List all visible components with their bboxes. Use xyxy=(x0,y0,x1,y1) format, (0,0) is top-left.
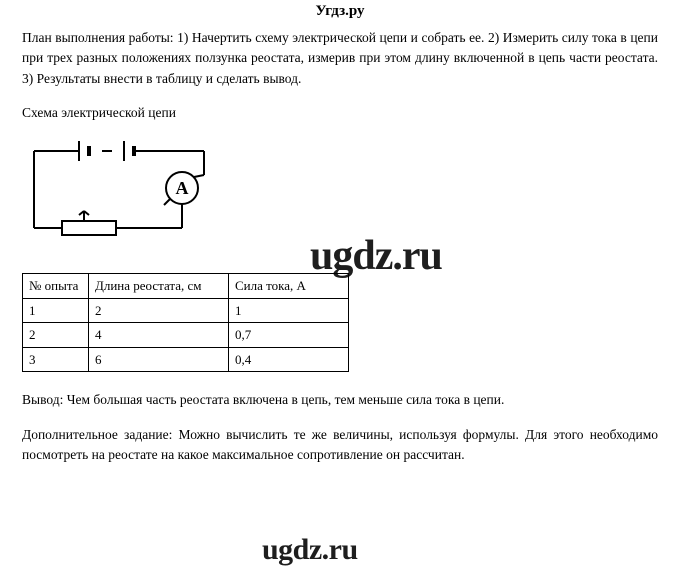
results-table: № опыта Длина реостата, см Сила тока, А … xyxy=(22,273,349,372)
additional-task-paragraph: Дополнительное задание: Можно вычислить … xyxy=(22,425,658,466)
cell: 4 xyxy=(89,323,229,348)
cell: 2 xyxy=(23,323,89,348)
col-header: Сила тока, А xyxy=(229,274,349,299)
col-header: Длина реостата, см xyxy=(89,274,229,299)
results-table-wrap: № опыта Длина реостата, см Сила тока, А … xyxy=(22,273,658,372)
col-header: № опыта xyxy=(23,274,89,299)
cell: 3 xyxy=(23,347,89,372)
table-header-row: № опыта Длина реостата, см Сила тока, А xyxy=(23,274,349,299)
cell: 2 xyxy=(89,298,229,323)
circuit-diagram: А xyxy=(24,133,658,259)
site-header: Угдз.ру xyxy=(0,0,680,28)
table-row: 2 4 0,7 xyxy=(23,323,349,348)
conclusion-paragraph: Вывод: Чем большая часть реостата включе… xyxy=(22,390,658,410)
plan-paragraph: План выполнения работы: 1) Начертить схе… xyxy=(22,28,658,89)
cell: 1 xyxy=(23,298,89,323)
circuit-svg: А xyxy=(24,133,214,253)
cell: 0,4 xyxy=(229,347,349,372)
content-area: План выполнения работы: 1) Начертить схе… xyxy=(0,28,680,507)
watermark-small: ugdz.ru xyxy=(262,533,358,567)
cell: 1 xyxy=(229,298,349,323)
table-row: 1 2 1 xyxy=(23,298,349,323)
cell: 0,7 xyxy=(229,323,349,348)
table-row: 3 6 0,4 xyxy=(23,347,349,372)
ammeter-label: А xyxy=(176,178,189,198)
footer-spacer xyxy=(22,479,658,507)
cell: 6 xyxy=(89,347,229,372)
scheme-label: Схема электрической цепи xyxy=(22,103,658,123)
